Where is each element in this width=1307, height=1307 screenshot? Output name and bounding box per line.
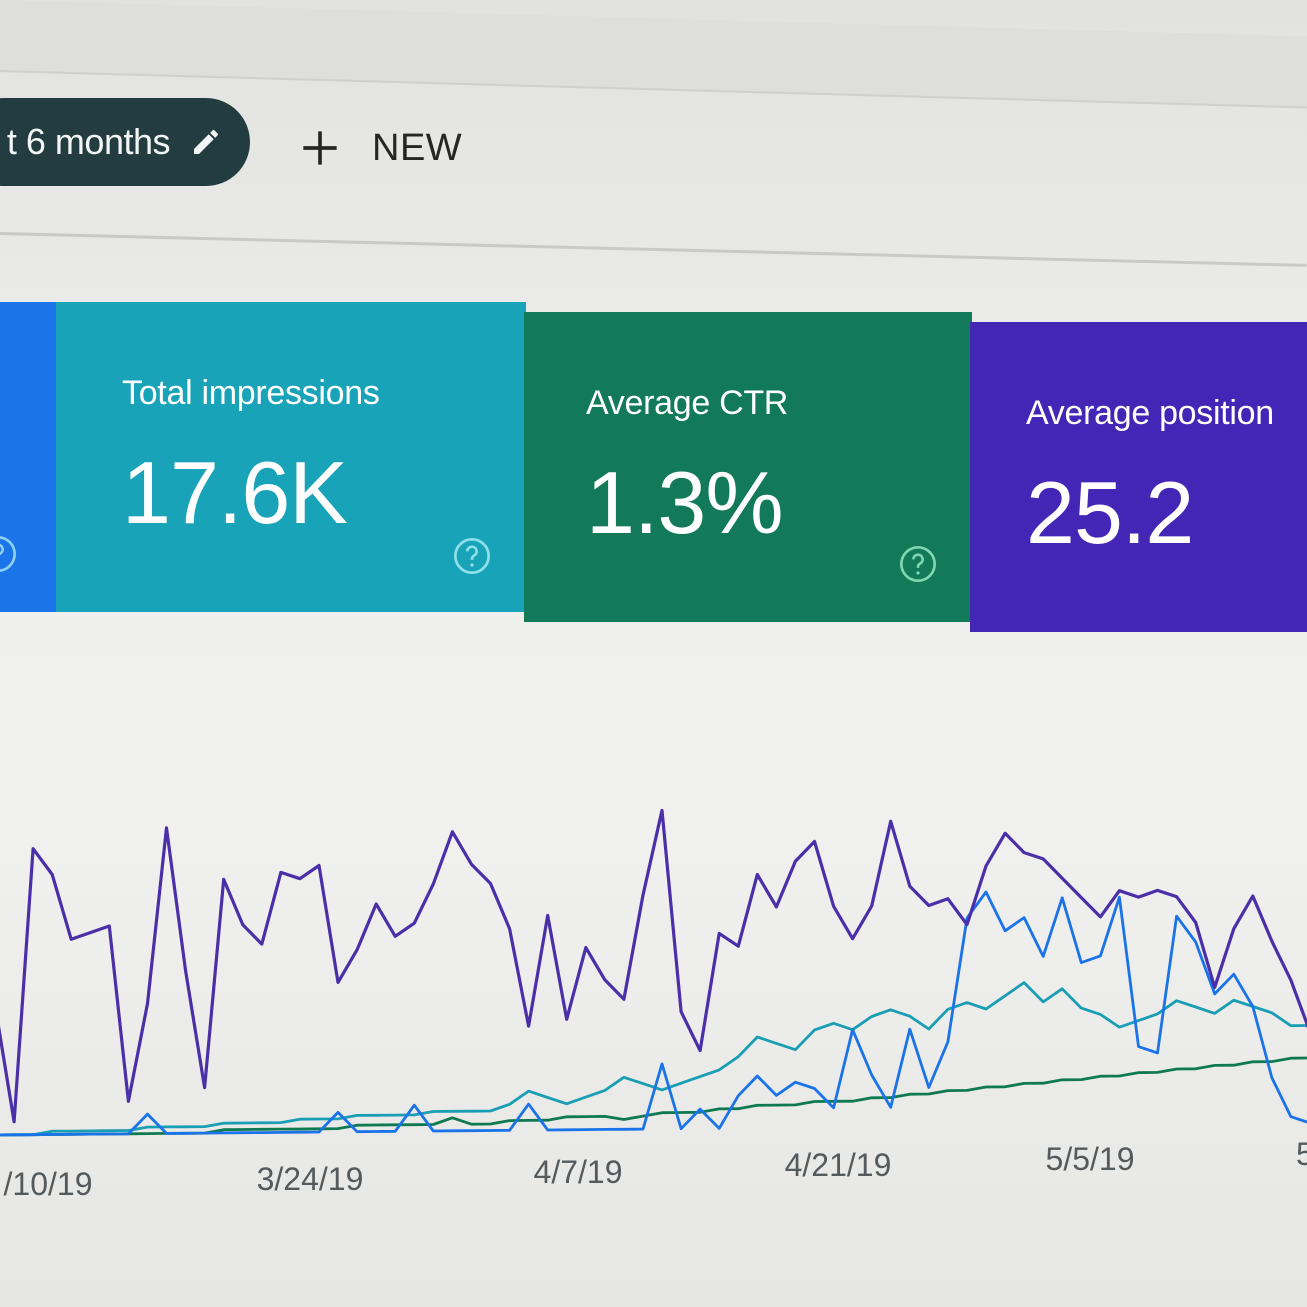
ctr-label: Average CTR xyxy=(586,384,789,422)
plus-icon xyxy=(303,131,337,165)
x-axis: /10/19 3/24/19 4/7/19 4/21/19 5/5/19 5 xyxy=(4,1136,1307,1202)
chart-canvas: /10/19 3/24/19 4/7/19 4/21/19 5/5/19 5 xyxy=(0,808,1307,1202)
x-tick-label: 5 xyxy=(1296,1136,1307,1172)
metric-card-impressions[interactable]: Total impressions 17.6K xyxy=(56,302,526,612)
new-label: NEW xyxy=(372,126,463,169)
chart-series-line-1[interactable] xyxy=(0,890,1307,1137)
metric-cards: Total impressions 17.6K Average CTR 1.3%… xyxy=(0,302,1307,632)
toolbar: t 6 months NEW xyxy=(0,96,1307,196)
metric-card-ctr[interactable]: Average CTR 1.3% xyxy=(524,312,972,622)
help-circle-icon[interactable] xyxy=(452,536,492,576)
impressions-label: Total impressions xyxy=(122,374,380,412)
chart-series-line-0[interactable] xyxy=(0,808,1307,1124)
x-tick-label: 4/7/19 xyxy=(534,1154,623,1190)
new-comparison-button[interactable]: NEW xyxy=(300,116,462,180)
x-tick-label: 4/21/19 xyxy=(785,1147,892,1183)
metric-card-clicks[interactable] xyxy=(0,302,56,612)
chart-series-group xyxy=(0,808,1307,1137)
chart-series-line-2[interactable] xyxy=(0,981,1307,1137)
pencil-icon[interactable] xyxy=(190,126,222,158)
date-range-label: t 6 months xyxy=(6,121,171,162)
help-circle-icon[interactable] xyxy=(0,534,18,574)
top-bar xyxy=(0,0,1307,109)
x-tick-label: 3/24/19 xyxy=(257,1161,364,1197)
help-circle-icon[interactable] xyxy=(898,544,938,584)
impressions-value: 17.6K xyxy=(122,443,348,542)
chart-series-line-3[interactable] xyxy=(0,1056,1307,1137)
performance-chart[interactable]: /10/19 3/24/19 4/7/19 4/21/19 5/5/19 5 xyxy=(0,630,1307,1270)
divider xyxy=(0,232,1307,267)
date-range-chip[interactable]: t 6 months xyxy=(0,98,250,186)
x-tick-label: 5/5/19 xyxy=(1046,1141,1135,1177)
metric-card-position[interactable]: Average position 25.2 xyxy=(970,322,1307,632)
ctr-value: 1.3% xyxy=(586,453,784,552)
x-tick-label: /10/19 xyxy=(4,1166,93,1202)
position-value: 25.2 xyxy=(1026,463,1194,562)
position-label: Average position xyxy=(1026,394,1274,432)
